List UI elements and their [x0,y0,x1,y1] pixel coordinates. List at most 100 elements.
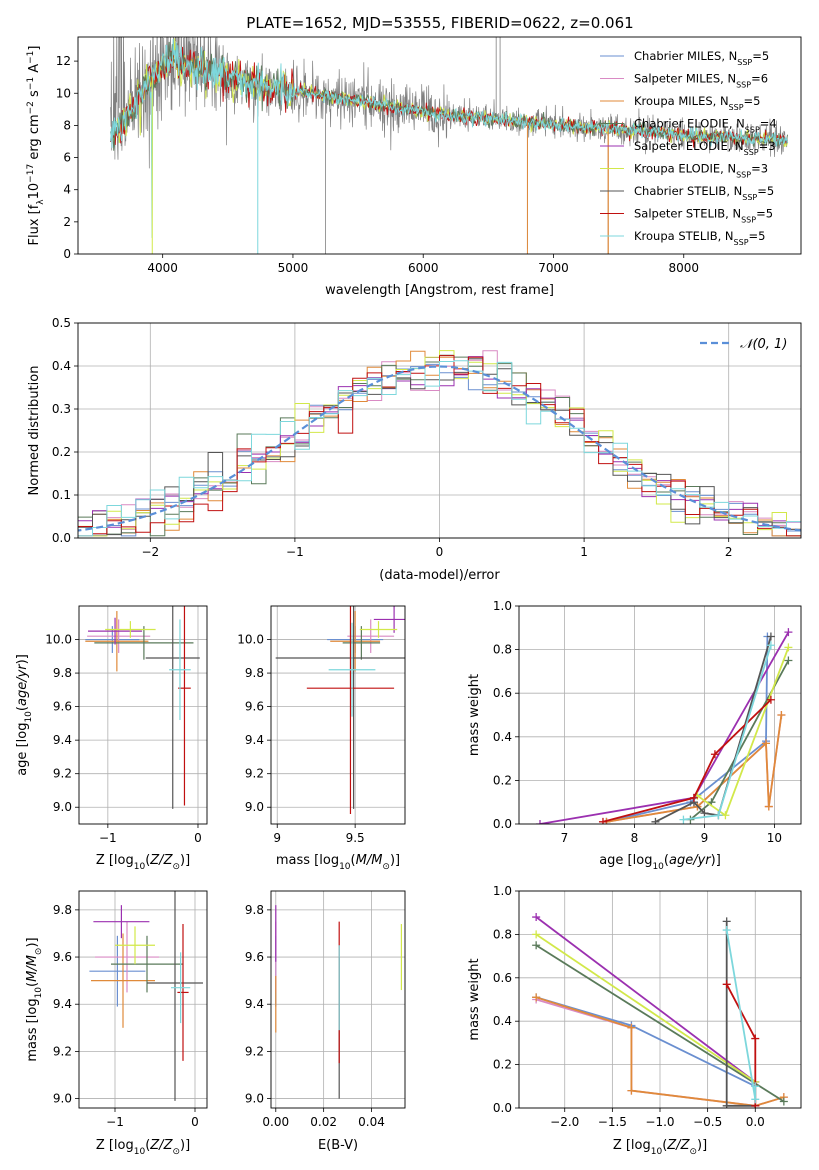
y-axis-label: age [log10(age/yr)] [15,654,34,776]
data-point [784,643,793,652]
data-point [766,641,775,650]
y-tick-label: 0.2 [52,445,71,459]
data-point [766,695,775,704]
axes-frame [77,322,802,539]
y-axis-label: mass weight [467,958,482,1040]
data-point [700,809,709,818]
x-axis-label: mass [log10(M/M⊙)] [276,853,400,872]
figure-title: PLATE=1652, MJD=53555, FIBERID=0622, z=0… [246,14,633,32]
x-tick-label: 0 [191,1115,199,1129]
data-point [764,802,773,811]
plot-area [85,606,200,809]
y-tick-label: 0.0 [52,531,71,545]
x-axis-label: Z [log10(Z/Z⊙)] [96,1138,190,1157]
data-point [784,628,793,637]
y-tick-label: 9.8 [245,903,264,917]
y-tick-label: 9.6 [245,700,264,714]
data-point [766,632,775,641]
y-tick-label: 0.3 [52,402,71,416]
data-point [532,930,541,939]
plot-area [535,628,793,824]
y-tick-label: 0.4 [493,1014,512,1028]
model-kroupa_stelib [110,38,788,238]
y-tick-label: 0.4 [493,730,512,744]
series-chabrier_elodie [535,944,785,1103]
y-tick-label: 9.4 [53,997,72,1011]
y-tick-label: 0 [63,247,71,261]
series-chabrier_miles [535,996,756,1088]
legend-label: Kroupa MILES, NSSP=5 [634,94,760,112]
plot-area [532,913,788,1108]
y-tick-label: 4 [63,183,71,197]
y-tick-label: 1.0 [493,884,512,898]
legend-label: 𝒩(0, 1) [740,337,787,352]
x-axis-label: wavelength [Angstrom, rest frame] [325,283,554,298]
y-tick-label: 9.2 [53,767,72,781]
y-tick-label: 1.0 [493,599,512,613]
x-tick-label: 0.04 [358,1115,385,1129]
x-tick-label: 6000 [408,261,439,275]
y-tick-label: 9.8 [53,666,72,680]
y-tick-label: 9.0 [245,800,264,814]
data-point [784,656,793,665]
y-tick-label: 9.2 [245,1044,264,1058]
x-tick-label: 1 [580,545,588,559]
data-point [722,980,731,989]
y-tick-label: 10 [56,86,71,100]
y-tick-label: 8 [63,118,71,132]
y-tick-label: 6 [63,151,71,165]
data-point [714,811,723,820]
y-axis-label: Flux [fλ10−17 erg cm−2 s−1 A−1] [26,46,46,246]
y-tick-label: 10.0 [237,633,264,647]
x-tick-label: 7000 [538,261,569,275]
plot-area [275,606,405,814]
plot-area [110,37,789,254]
series-kroupa_elodie [535,933,756,1083]
x-tick-label: 7 [561,831,569,845]
y-tick-label: 2 [63,215,71,229]
x-tick-label: 9.5 [346,831,365,845]
y-tick-label: 0.6 [493,686,512,700]
y-tick-label: 9.2 [245,767,264,781]
x-tick-label: 0 [436,545,444,559]
data-point [689,793,698,802]
x-tick-label: 0.02 [310,1115,337,1129]
mass-weight-vs-age-panel: 7 8 9 10 0.0 0.2 0.4 0.6 0.8 1.0 age [log10(age/yr… [467,599,802,872]
x-tick-label: 9 [273,831,281,845]
y-tick-label: 9.4 [245,997,264,1011]
y-tick-label: 12 [56,54,71,68]
x-tick-label: 5000 [278,261,309,275]
y-tick-label: 0.0 [493,1101,512,1115]
data-point [627,1023,636,1032]
y-tick-label: 0.2 [493,773,512,787]
axes-frame [78,605,208,825]
y-tick-label: 9.0 [245,1092,264,1106]
x-tick-label: 0 [194,831,202,845]
data-point [722,1101,731,1108]
y-tick-label: 9.4 [53,733,72,747]
x-axis-label: (data-model)/error [379,568,500,583]
axes-frame [77,36,802,255]
y-tick-label: 9.0 [53,800,72,814]
x-tick-label: 10 [767,831,782,845]
axes-frame [270,890,406,1109]
x-axis-label: age [log10(age/yr)] [599,853,721,872]
plot-area [275,905,403,1099]
y-tick-label: 9.6 [53,950,72,964]
data-point [751,1034,760,1043]
spectrum-legend: Chabrier MILES, NSSP=5 Salpeter MILES, NS… [600,49,777,247]
y-tick-label: 10.0 [45,633,72,647]
x-tick-label: 8000 [668,261,699,275]
legend-label: Chabrier ELODIE, NSSP=4 [634,117,777,135]
data-point [722,926,731,935]
x-tick-label: 8 [631,831,639,845]
histogram-salpeter_stelib [78,355,801,537]
mass-weight-vs-metallicity-panel: −2.0 −1.5 −1.0 −0.5 0.0 0.0 0.2 0.4 0.6 0.8 1.0 Z [… [467,884,802,1157]
data-point [710,750,719,759]
plot-area [89,891,203,1101]
series-chabrier_stelib [655,636,772,823]
y-tick-label: 0.8 [493,927,512,941]
data-point [777,711,786,719]
plot-area [78,350,801,537]
